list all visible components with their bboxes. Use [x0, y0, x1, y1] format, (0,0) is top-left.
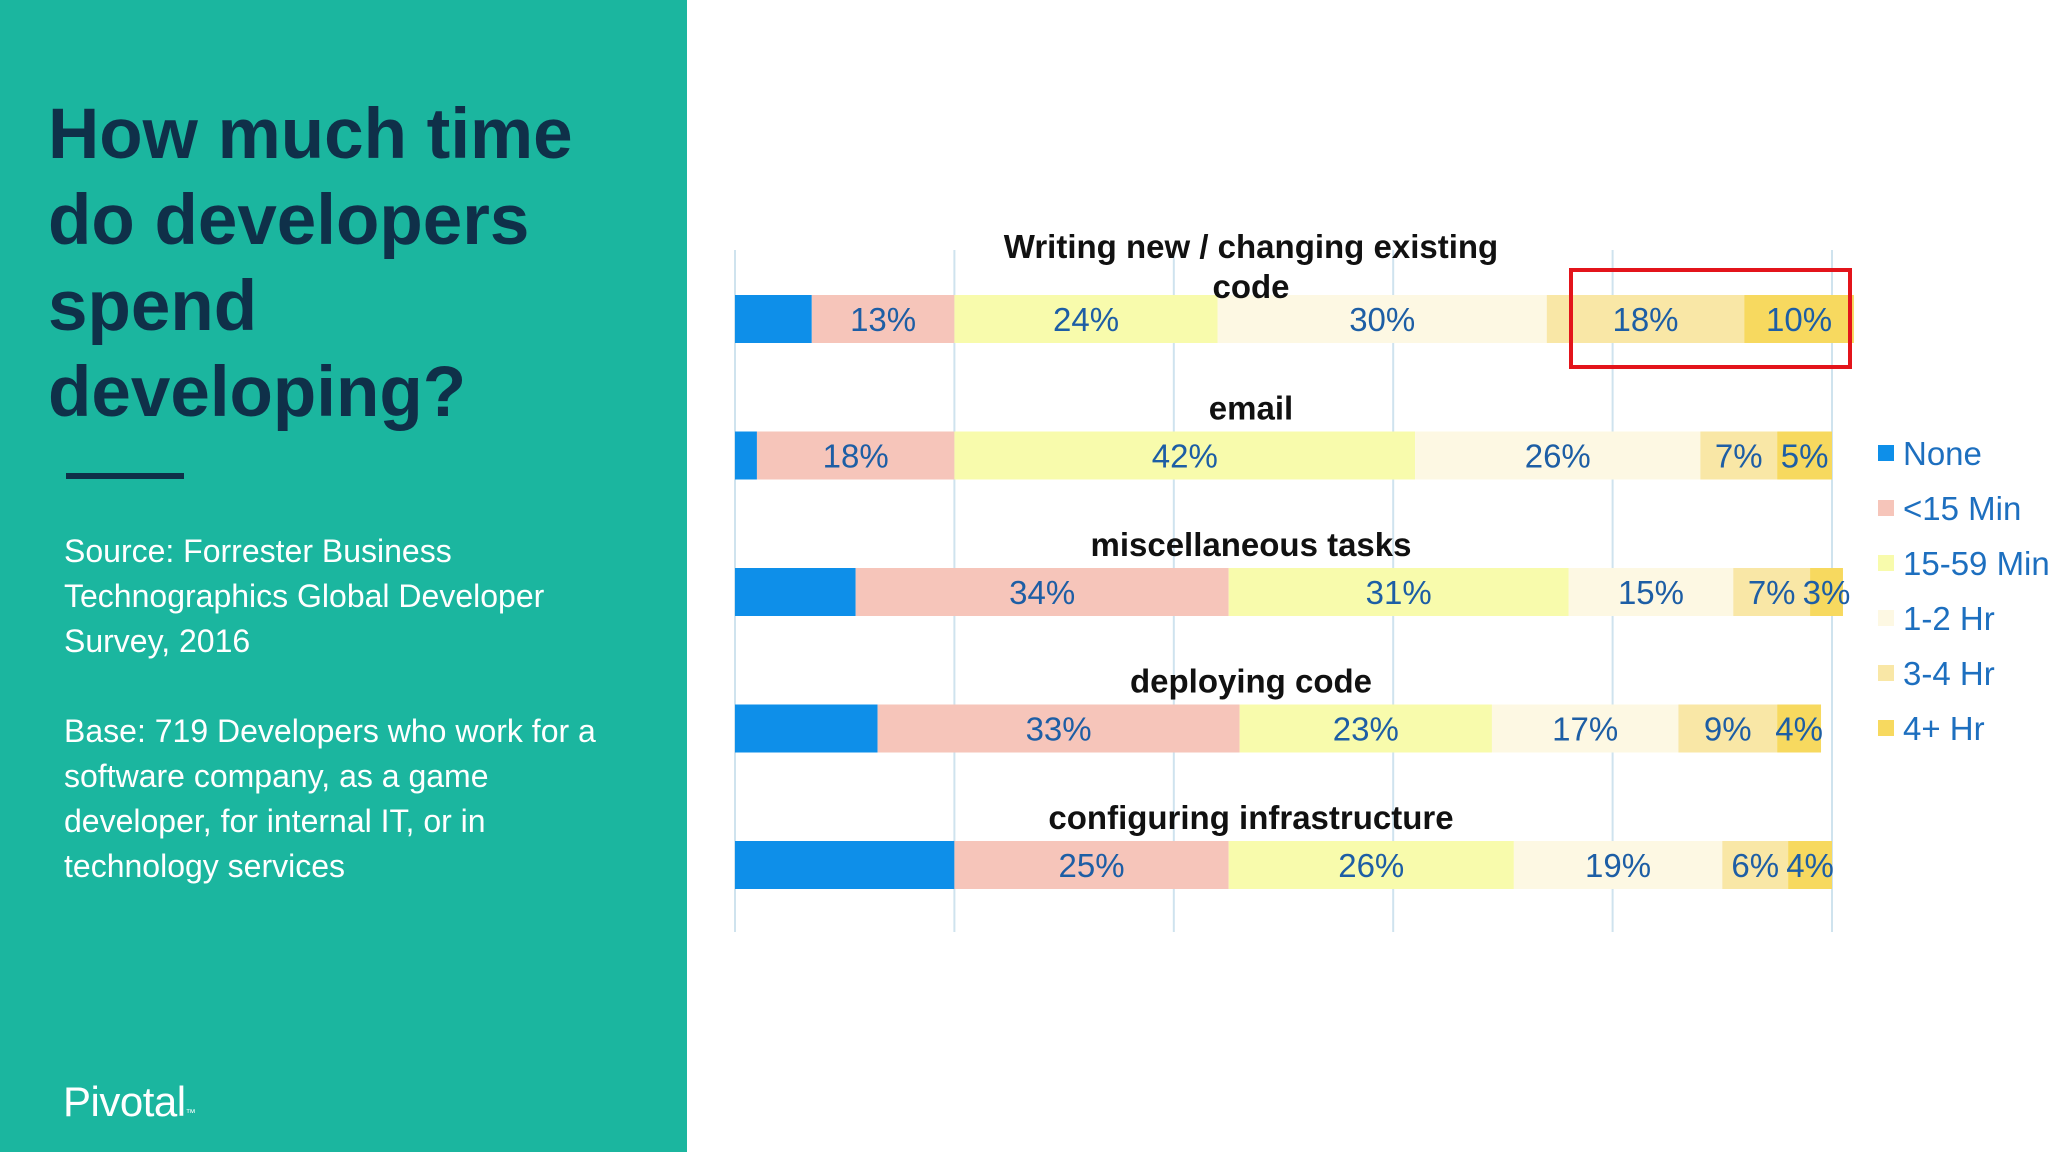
data-label: 7%	[1715, 438, 1763, 475]
legend-swatch	[1878, 665, 1894, 681]
bar-segment	[1228, 841, 1514, 889]
legend-label: 3-4 Hr	[1903, 655, 1995, 692]
legend-label: None	[1903, 435, 1982, 472]
data-label: 9%	[1704, 711, 1752, 748]
category-title: code	[1212, 268, 1289, 305]
bar-segment	[1733, 568, 1811, 616]
bar-segment	[756, 431, 955, 480]
legend-label: 15-59 Min	[1903, 545, 2048, 582]
pivotal-logo: Pivotal™	[63, 1078, 196, 1126]
bar-segment	[1722, 841, 1789, 889]
bar-segment	[954, 431, 1416, 480]
logo-text: Pivotal	[63, 1078, 186, 1125]
data-label: 18%	[823, 438, 889, 475]
bar-segment	[877, 704, 1240, 753]
category-title: email	[1209, 390, 1293, 427]
legend: None <15 Min 15-59 Min 1-2 Hr 3-4 Hr 4+ Hr	[1878, 435, 2048, 747]
bar-segment	[1678, 704, 1778, 753]
legend-swatch	[1878, 445, 1894, 461]
bar-segment	[735, 841, 955, 889]
data-label: 23%	[1333, 711, 1399, 748]
data-label: 24%	[1053, 301, 1119, 338]
data-label: 17%	[1552, 711, 1618, 748]
bar-segment	[855, 568, 1229, 616]
bar-segment	[735, 568, 856, 616]
data-label: 34%	[1009, 574, 1075, 611]
bar-segment	[1491, 704, 1679, 753]
category-title: configuring infrastructure	[1048, 799, 1453, 836]
bar-segment	[1513, 841, 1723, 889]
data-label: 19%	[1585, 847, 1651, 884]
category-title: miscellaneous tasks	[1090, 526, 1411, 563]
legend-label: <15 Min	[1903, 490, 2021, 527]
legend-label: 1-2 Hr	[1903, 600, 1995, 637]
legend-swatch	[1878, 500, 1894, 516]
bars	[735, 295, 1854, 889]
data-label: 6%	[1731, 847, 1779, 884]
highlight-box	[1569, 268, 1852, 369]
bar-segment	[1217, 295, 1547, 343]
bar-segment	[1700, 431, 1778, 480]
legend-swatch	[1878, 555, 1894, 571]
data-label: 13%	[850, 301, 916, 338]
bar-segment	[1568, 568, 1734, 616]
left-panel: How much time do developers spend develo…	[0, 0, 687, 1152]
source-note: Source: Forrester Business Technographic…	[64, 533, 545, 659]
data-label: 26%	[1525, 438, 1591, 475]
data-label: 30%	[1349, 301, 1415, 338]
bar-segment	[1788, 841, 1832, 889]
category-title: Writing new / changing existing	[1004, 228, 1498, 265]
bar-segment	[811, 295, 955, 343]
category-title: deploying code	[1130, 663, 1372, 700]
slide-title: How much time do developers spend develo…	[48, 95, 573, 432]
bar-segment	[1228, 568, 1569, 616]
data-label: 25%	[1058, 847, 1124, 884]
trademark-mark: ™	[185, 1108, 196, 1119]
data-label: 5%	[1781, 438, 1829, 475]
data-label: 31%	[1366, 574, 1432, 611]
legend-label: 4+ Hr	[1903, 710, 1985, 747]
data-label: 4%	[1786, 847, 1834, 884]
bar-segment	[954, 841, 1229, 889]
legend-swatch	[1878, 610, 1894, 626]
title-divider	[66, 473, 184, 479]
bar-segment	[1546, 295, 1745, 343]
data-label: 26%	[1338, 847, 1404, 884]
data-labels: 13% 24% 30% 18% 10%18% 42% 26% 7% 5%34% 31% 15% 7% 3…	[823, 301, 1851, 884]
data-label: 7%	[1748, 574, 1796, 611]
data-label: 18%	[1612, 301, 1678, 338]
data-label: 4%	[1775, 711, 1823, 748]
bar-segment	[1810, 568, 1843, 616]
bar-segment	[1777, 431, 1832, 480]
bar-segment	[735, 704, 878, 753]
bar-segment	[735, 431, 757, 480]
legend-swatch	[1878, 720, 1894, 736]
bar-segment	[1777, 704, 1822, 753]
data-label: 3%	[1803, 574, 1851, 611]
bar-segment	[1239, 704, 1492, 753]
bar-segment	[1415, 431, 1701, 480]
bar-segment	[735, 295, 812, 343]
base-note: Base: 719 Developers who work for a soft…	[64, 713, 596, 884]
data-label: 42%	[1152, 438, 1218, 475]
data-label: 10%	[1766, 301, 1832, 338]
data-label: 33%	[1026, 711, 1092, 748]
bar-segment	[954, 295, 1218, 343]
data-label: 15%	[1618, 574, 1684, 611]
bar-segment	[1744, 295, 1854, 343]
